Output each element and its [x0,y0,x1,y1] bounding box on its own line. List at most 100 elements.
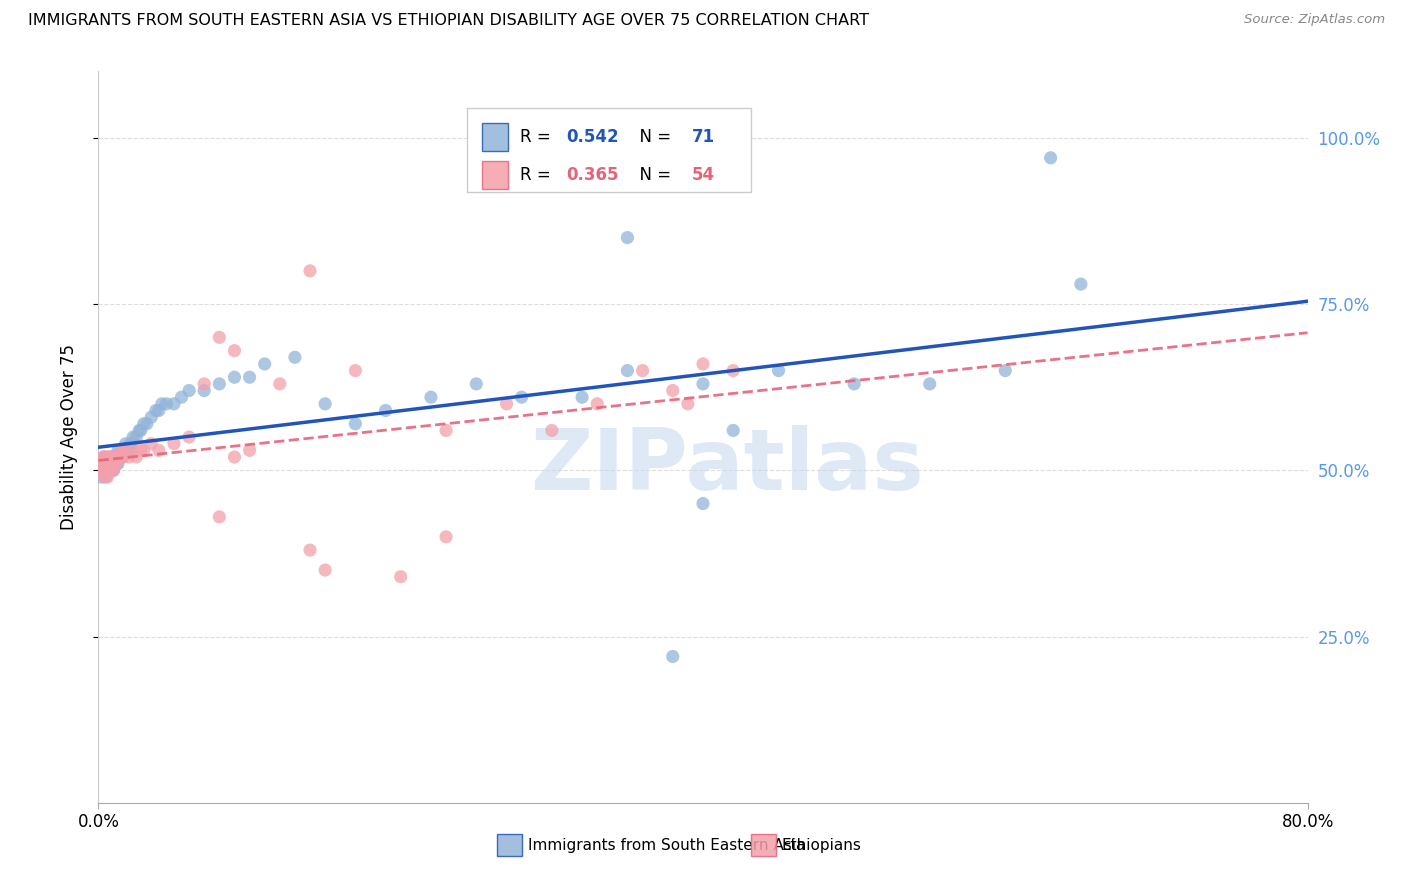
Point [374,403,396,417]
Point [94,457,117,471]
Point [98,457,121,471]
Text: Immigrants from South Eastern Asia: Immigrants from South Eastern Asia [527,838,806,853]
Point [918,376,941,391]
Text: R =: R = [520,128,557,146]
Point [145,403,167,417]
Point [495,397,517,411]
Point [121,443,143,458]
Point [93,457,115,471]
FancyBboxPatch shape [751,834,776,856]
Point [193,384,215,398]
Point [420,390,443,404]
Point [465,376,488,391]
Point [616,230,638,244]
Point [103,457,125,471]
Point [129,443,152,458]
Point [631,363,654,377]
Point [96,457,118,471]
Point [193,376,215,391]
Point [122,430,145,444]
Point [208,330,231,344]
Point [723,424,745,438]
Point [112,443,135,458]
FancyBboxPatch shape [467,108,751,192]
Point [239,370,262,384]
Point [101,457,124,471]
Point [163,397,186,411]
Point [434,530,457,544]
Point [132,443,155,458]
Point [150,397,173,411]
Point [179,430,201,444]
Point [100,457,122,471]
Point [93,450,115,464]
Text: N =: N = [630,128,676,146]
Point [389,570,412,584]
Point [110,450,132,464]
Point [110,443,132,458]
Point [100,457,122,471]
Point [128,424,150,438]
Point [96,463,118,477]
Point [91,463,114,477]
Point [94,470,117,484]
Point [98,450,121,464]
Text: Ethiopians: Ethiopians [782,838,862,853]
Point [170,390,193,404]
FancyBboxPatch shape [498,834,522,856]
Point [103,463,125,477]
Point [105,457,128,471]
Point [94,463,117,477]
Point [118,450,141,464]
Point [148,403,170,417]
Point [269,376,291,391]
Point [91,450,114,464]
Point [224,370,246,384]
Point [661,384,683,398]
Point [101,450,124,464]
Text: R =: R = [520,166,557,185]
Point [155,397,177,411]
Point [125,430,148,444]
Point [434,424,457,438]
Point [163,436,186,450]
Text: 0.542: 0.542 [567,128,619,146]
Point [93,470,115,484]
Point [253,357,276,371]
Point [344,417,367,431]
Point [1039,151,1062,165]
Point [768,363,790,377]
Point [121,436,143,450]
Point [101,450,124,464]
Point [93,450,115,464]
Point [110,443,132,458]
Point [284,351,307,365]
Point [107,443,129,458]
Point [141,410,163,425]
Point [299,543,322,558]
Point [692,497,714,511]
Point [125,450,148,464]
Point [314,397,336,411]
Text: ZIPatlas: ZIPatlas [530,425,924,508]
Point [103,463,125,477]
Point [1070,277,1092,292]
Point [93,463,115,477]
Point [224,450,246,464]
Point [101,457,124,471]
Point [141,436,163,450]
Point [108,450,131,464]
Point [616,363,638,377]
Point [179,384,201,398]
Point [299,264,322,278]
Point [224,343,246,358]
Point [135,417,157,431]
Point [91,457,114,471]
Point [114,436,136,450]
Point [105,450,128,464]
Point [107,457,129,471]
Point [723,363,745,377]
Point [692,376,714,391]
Text: N =: N = [630,166,676,185]
Point [112,443,135,458]
